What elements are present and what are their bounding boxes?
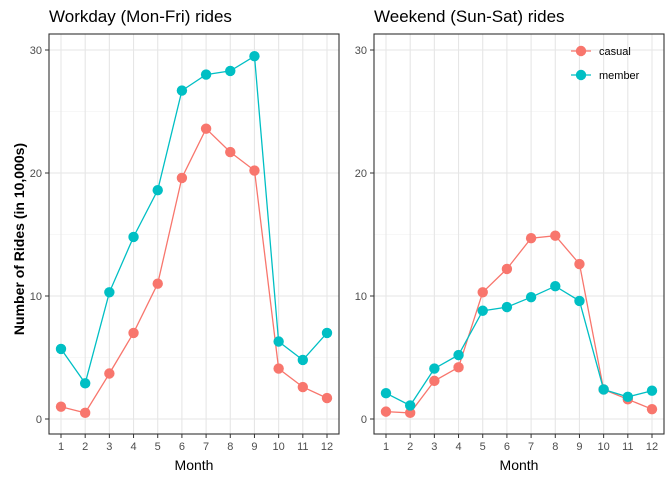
data-point-member	[622, 391, 634, 403]
x-tick-label: 7	[528, 441, 534, 453]
y-tick-label: 10	[30, 291, 42, 303]
y-tick-label: 30	[30, 45, 42, 57]
x-tick-label: 2	[82, 441, 88, 453]
panel-1-title: Workday (Mon-Fri) rides	[49, 7, 232, 26]
legend-label-casual: casual	[599, 46, 631, 58]
data-point-casual	[525, 232, 537, 244]
x-tick-label: 11	[297, 441, 308, 453]
data-point-member	[273, 336, 284, 347]
legend-key-point-casual	[575, 45, 587, 57]
data-point-casual	[380, 406, 392, 417]
panel-2-title: Weekend (Sun-Sat) rides	[374, 7, 565, 26]
data-point-casual	[404, 407, 416, 419]
panel-1-background	[49, 34, 339, 434]
data-point-member	[249, 50, 260, 62]
y-tick-label: 20	[30, 168, 42, 180]
data-point-member	[128, 231, 139, 243]
data-point-member	[574, 295, 585, 307]
panel-2-x-axis-title: Month	[500, 457, 539, 473]
data-point-member	[404, 400, 416, 411]
data-point-casual	[225, 146, 236, 158]
x-tick-label: 8	[227, 441, 233, 453]
data-point-casual	[429, 375, 440, 387]
data-point-member	[104, 287, 115, 298]
data-point-member	[525, 292, 537, 303]
legend-key-point-member	[575, 69, 587, 81]
data-point-member	[380, 387, 392, 399]
x-tick-label: 4	[130, 441, 136, 453]
data-point-member	[79, 378, 91, 389]
data-point-casual	[297, 381, 309, 393]
data-point-member	[152, 185, 163, 196]
data-point-casual	[646, 403, 658, 415]
x-tick-label: 3	[106, 441, 112, 453]
data-point-casual	[477, 287, 488, 298]
y-tick-label: 30	[355, 45, 367, 57]
x-tick-label: 10	[273, 441, 285, 453]
data-point-casual	[453, 362, 464, 373]
data-point-member	[225, 65, 236, 77]
panel-2-border	[373, 33, 665, 435]
x-tick-label: 4	[455, 441, 461, 453]
x-tick-label: 6	[179, 441, 185, 453]
panel-1-x-axis-title: Month	[175, 457, 214, 473]
data-point-casual	[128, 327, 139, 339]
x-tick-label: 7	[203, 441, 209, 453]
data-point-casual	[501, 263, 513, 275]
data-point-casual	[200, 123, 212, 134]
x-tick-label: 10	[598, 441, 610, 453]
data-point-member	[598, 384, 609, 395]
data-point-member	[321, 327, 333, 339]
y-tick-label: 20	[355, 168, 367, 180]
y-tick-label: 0	[36, 414, 42, 426]
data-point-member	[550, 280, 561, 292]
x-tick-label: 1	[58, 441, 64, 453]
x-tick-label: 1	[383, 441, 389, 453]
data-point-casual	[574, 258, 585, 270]
x-tick-label: 2	[407, 441, 413, 453]
data-point-member	[429, 363, 440, 374]
data-point-member	[200, 69, 212, 80]
x-tick-label: 9	[251, 441, 257, 453]
data-point-casual	[273, 363, 284, 374]
panel-2-background	[374, 34, 664, 434]
x-tick-label: 5	[480, 441, 486, 453]
x-tick-label: 9	[576, 441, 582, 453]
x-tick-label: 11	[622, 441, 633, 453]
data-point-casual	[550, 230, 561, 241]
y-axis-title: Number of Rides (in 10,000s)	[11, 143, 27, 335]
data-point-member	[55, 343, 67, 355]
panel-1-border	[48, 33, 340, 435]
data-point-member	[297, 354, 309, 366]
y-tick-label: 10	[355, 291, 367, 303]
legend-label-member: member	[599, 70, 640, 82]
data-point-casual	[176, 172, 188, 184]
x-tick-label: 12	[646, 441, 658, 453]
data-point-casual	[152, 278, 163, 289]
data-point-casual	[79, 407, 91, 419]
x-tick-label: 3	[431, 441, 437, 453]
x-tick-label: 5	[155, 441, 161, 453]
x-tick-label: 8	[552, 441, 558, 453]
data-point-casual	[249, 165, 260, 176]
y-tick-label: 0	[361, 414, 367, 426]
data-point-member	[176, 85, 188, 96]
data-point-casual	[104, 368, 115, 379]
data-point-member	[501, 301, 513, 313]
data-point-member	[453, 349, 464, 361]
data-point-member	[477, 305, 488, 316]
data-point-casual	[321, 392, 333, 404]
data-point-casual	[55, 401, 67, 412]
x-tick-label: 12	[321, 441, 333, 453]
data-point-member	[646, 385, 658, 396]
x-tick-label: 6	[504, 441, 510, 453]
